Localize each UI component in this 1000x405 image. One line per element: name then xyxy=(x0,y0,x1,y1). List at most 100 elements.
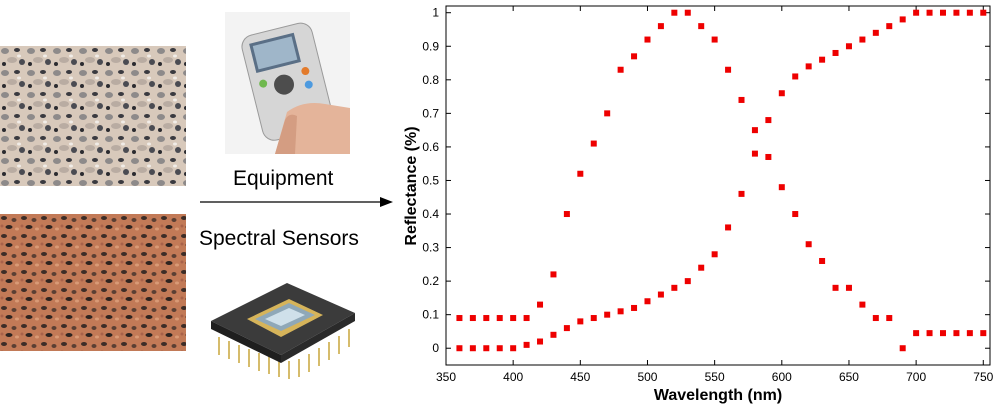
data-point-series-2 xyxy=(671,284,678,291)
data-point-series-1 xyxy=(899,345,906,352)
data-point-series-2 xyxy=(832,49,839,56)
handheld-device-image xyxy=(225,12,350,154)
data-point-series-2 xyxy=(939,9,946,16)
data-point-series-1 xyxy=(751,150,758,157)
data-point-series-1 xyxy=(939,330,946,337)
data-point-series-1 xyxy=(523,315,530,322)
data-point-series-1 xyxy=(496,315,503,322)
y-tick-label: 0.4 xyxy=(422,207,439,221)
y-tick-label: 0.3 xyxy=(422,241,439,255)
data-point-series-1 xyxy=(738,96,745,103)
data-point-series-1 xyxy=(832,284,839,291)
data-point-series-1 xyxy=(537,301,544,308)
reflectance-chart: 350 400 450 500 550 600 650 700 750 0 0.1 0.2 0.3 0.4… xyxy=(403,5,994,404)
data-point-series-1 xyxy=(778,184,785,191)
x-tick-label: 550 xyxy=(705,370,725,384)
data-point-series-2 xyxy=(684,278,691,285)
y-tick-label: 0.7 xyxy=(422,106,439,120)
data-point-series-1 xyxy=(698,23,705,30)
x-tick-label: 600 xyxy=(772,370,792,384)
y-tick-label: 0.9 xyxy=(422,39,439,53)
data-point-series-1 xyxy=(886,315,893,322)
data-point-series-2 xyxy=(980,9,987,16)
x-tick-label: 650 xyxy=(839,370,859,384)
data-point-series-2 xyxy=(738,190,745,197)
data-point-series-2 xyxy=(886,23,893,30)
data-point-series-1 xyxy=(805,241,812,248)
data-point-series-1 xyxy=(966,330,973,337)
data-point-series-2 xyxy=(845,43,852,50)
data-point-series-1 xyxy=(684,9,691,16)
data-point-series-2 xyxy=(859,36,866,43)
y-tick-label: 0 xyxy=(432,341,439,355)
data-point-series-2 xyxy=(550,331,557,338)
data-point-series-2 xyxy=(926,9,933,16)
data-point-series-1 xyxy=(590,140,597,147)
data-point-series-2 xyxy=(778,90,785,97)
x-tick-label: 400 xyxy=(503,370,523,384)
x-tick-label: 750 xyxy=(973,370,993,384)
data-point-series-1 xyxy=(913,330,920,337)
data-point-series-1 xyxy=(617,66,624,73)
data-point-series-2 xyxy=(751,127,758,134)
granite-grey-image xyxy=(0,46,186,186)
data-point-series-2 xyxy=(469,345,476,352)
data-point-series-2 xyxy=(510,345,517,352)
data-point-series-2 xyxy=(765,117,772,124)
data-point-series-2 xyxy=(563,325,570,332)
data-point-series-1 xyxy=(483,315,490,322)
data-point-series-2 xyxy=(590,315,597,322)
data-point-series-1 xyxy=(792,211,799,218)
data-point-series-1 xyxy=(510,315,517,322)
data-point-series-2 xyxy=(644,298,651,305)
sensor-chip-image xyxy=(211,283,355,379)
flow-arrow xyxy=(200,197,393,207)
x-tick-label: 500 xyxy=(637,370,657,384)
granite-red-image xyxy=(0,214,186,351)
data-point-series-2 xyxy=(725,224,732,231)
data-point-series-2 xyxy=(537,338,544,345)
data-point-series-2 xyxy=(953,9,960,16)
y-tick-label: 0.6 xyxy=(422,140,439,154)
y-tick-label: 0.2 xyxy=(422,274,439,288)
data-point-series-2 xyxy=(966,9,973,16)
data-point-series-2 xyxy=(657,291,664,298)
equipment-label: Equipment xyxy=(233,167,334,190)
data-point-series-2 xyxy=(899,16,906,23)
data-point-series-2 xyxy=(711,251,718,258)
data-point-series-2 xyxy=(523,341,530,348)
y-tick-label: 0.5 xyxy=(422,173,439,187)
data-point-series-1 xyxy=(953,330,960,337)
data-point-series-1 xyxy=(671,9,678,16)
data-point-series-1 xyxy=(711,36,718,43)
x-axis-label: Wavelength (nm) xyxy=(654,387,782,404)
data-point-series-2 xyxy=(698,264,705,271)
data-point-series-2 xyxy=(456,345,463,352)
data-point-series-2 xyxy=(577,318,584,325)
y-axis-label: Reflectance (%) xyxy=(403,126,420,245)
x-tick-label: 450 xyxy=(570,370,590,384)
data-point-series-2 xyxy=(617,308,624,315)
data-point-series-1 xyxy=(550,271,557,278)
data-point-series-1 xyxy=(456,315,463,322)
data-point-series-1 xyxy=(469,315,476,322)
data-point-series-1 xyxy=(563,211,570,218)
y-tick-label: 1 xyxy=(432,6,439,20)
data-point-series-2 xyxy=(913,9,920,16)
data-point-series-1 xyxy=(604,110,611,117)
x-tick-label: 350 xyxy=(436,370,456,384)
data-point-series-1 xyxy=(872,315,879,322)
y-tick-label: 0.1 xyxy=(422,308,439,322)
data-point-series-1 xyxy=(577,170,584,177)
data-point-series-2 xyxy=(805,63,812,70)
data-point-series-2 xyxy=(496,345,503,352)
x-tick-label: 700 xyxy=(906,370,926,384)
data-point-series-1 xyxy=(859,301,866,308)
y-tick-label: 0.8 xyxy=(422,73,439,87)
data-point-series-1 xyxy=(926,330,933,337)
data-point-series-1 xyxy=(765,153,772,160)
data-point-series-1 xyxy=(980,330,987,337)
spectral-sensors-label: Spectral Sensors xyxy=(199,227,359,250)
data-point-series-2 xyxy=(872,29,879,36)
data-point-series-2 xyxy=(819,56,826,63)
